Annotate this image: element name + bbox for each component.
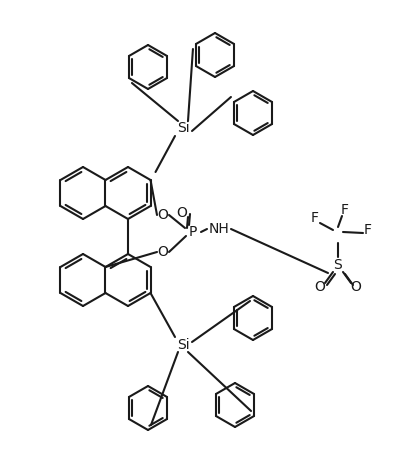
Text: F: F — [341, 203, 349, 217]
Text: NH: NH — [209, 222, 229, 236]
Text: P: P — [189, 225, 197, 239]
Text: O: O — [158, 245, 168, 259]
Text: O: O — [158, 208, 168, 222]
Text: Si: Si — [177, 338, 189, 352]
Text: O: O — [351, 280, 362, 294]
Text: S: S — [333, 258, 342, 272]
Text: O: O — [315, 280, 326, 294]
Text: O: O — [176, 206, 187, 220]
Text: F: F — [364, 223, 372, 237]
Text: Si: Si — [177, 121, 189, 135]
Text: F: F — [311, 211, 319, 225]
